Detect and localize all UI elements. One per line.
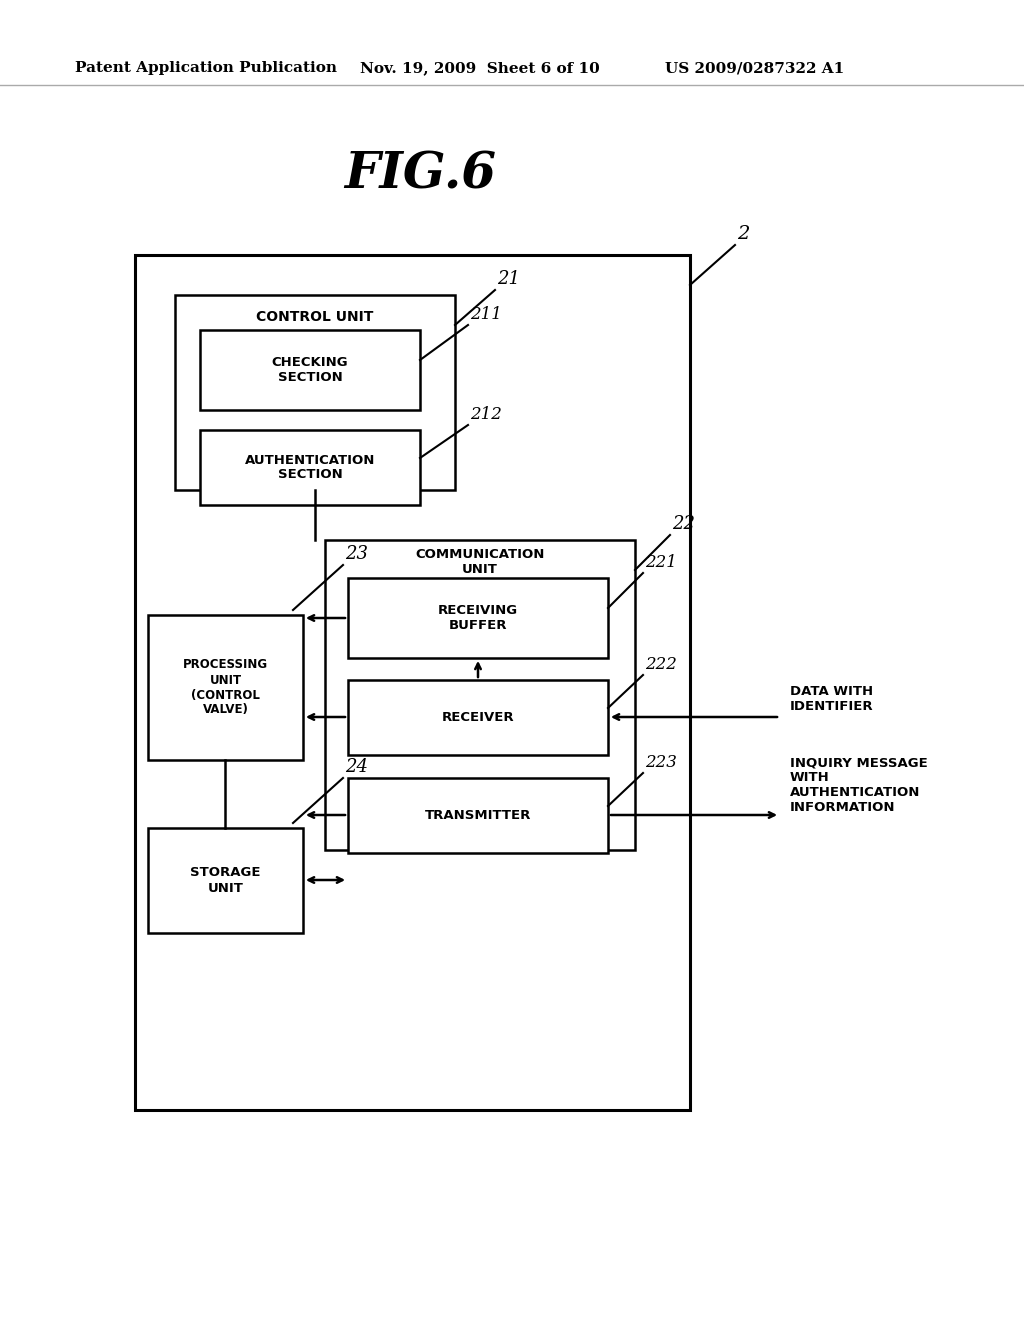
Text: AUTHENTICATION
SECTION: AUTHENTICATION SECTION	[245, 454, 375, 482]
Text: PROCESSING
UNIT
(CONTROL
VALVE): PROCESSING UNIT (CONTROL VALVE)	[183, 659, 268, 717]
Text: INQUIRY MESSAGE
WITH
AUTHENTICATION
INFORMATION: INQUIRY MESSAGE WITH AUTHENTICATION INFO…	[790, 756, 928, 814]
Text: Patent Application Publication: Patent Application Publication	[75, 61, 337, 75]
Text: STORAGE
UNIT: STORAGE UNIT	[190, 866, 261, 895]
Bar	[175, 294, 455, 490]
Text: Nov. 19, 2009  Sheet 6 of 10: Nov. 19, 2009 Sheet 6 of 10	[360, 61, 600, 75]
Bar	[325, 540, 635, 850]
Text: 222: 222	[645, 656, 677, 673]
Text: 211: 211	[470, 306, 502, 323]
Text: 22: 22	[672, 515, 695, 533]
Text: 212: 212	[470, 407, 502, 422]
Text: RECEIVER: RECEIVER	[441, 711, 514, 723]
Text: CHECKING
SECTION: CHECKING SECTION	[271, 356, 348, 384]
Text: 21: 21	[497, 271, 520, 288]
Text: 2: 2	[737, 224, 750, 243]
Bar	[348, 680, 608, 755]
Bar	[148, 828, 303, 933]
Text: COMMUNICATION
UNIT: COMMUNICATION UNIT	[416, 548, 545, 576]
Bar	[135, 255, 690, 1110]
Bar	[148, 615, 303, 760]
Text: TRANSMITTER: TRANSMITTER	[425, 809, 531, 822]
Text: 221: 221	[645, 554, 677, 572]
Text: 23: 23	[345, 545, 368, 564]
Text: DATA WITH
IDENTIFIER: DATA WITH IDENTIFIER	[790, 685, 873, 713]
Bar	[200, 430, 420, 506]
Bar	[348, 777, 608, 853]
Text: FIG.6: FIG.6	[344, 150, 496, 199]
Text: CONTROL UNIT: CONTROL UNIT	[256, 310, 374, 323]
Text: US 2009/0287322 A1: US 2009/0287322 A1	[665, 61, 844, 75]
Text: RECEIVING
BUFFER: RECEIVING BUFFER	[438, 605, 518, 632]
Text: 24: 24	[345, 758, 368, 776]
Bar	[200, 330, 420, 411]
Bar	[348, 578, 608, 657]
Text: 223: 223	[645, 754, 677, 771]
